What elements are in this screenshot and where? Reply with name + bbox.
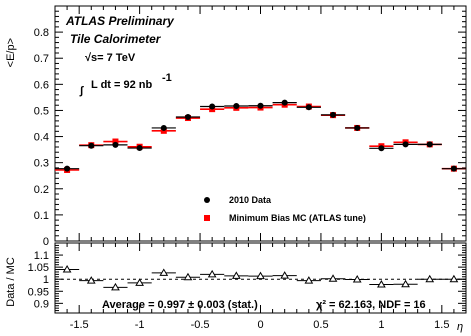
x-tick-label: -1.5 — [70, 319, 89, 331]
data-point — [281, 99, 288, 106]
energy-label: √s= 7 TeV — [85, 52, 136, 64]
chi2-label: χ² = 62.163, NDF = 16 — [316, 299, 426, 311]
ratio-y-tick-label: 1.1 — [34, 250, 49, 262]
ratio-y-tick-label: 0.9 — [34, 298, 49, 310]
legend-mc-label: Minimum Bias MC (ATLAS tune) — [229, 213, 366, 223]
ratio-point — [207, 269, 217, 278]
y-tick-label: 0.8 — [34, 27, 49, 39]
data-point — [233, 103, 240, 110]
lumi-exponent: -1 — [162, 72, 172, 84]
ratio-point — [231, 271, 241, 279]
data-point — [450, 165, 457, 172]
data-point — [305, 104, 312, 111]
data-point — [136, 145, 143, 152]
y-tick-label: 0.5 — [34, 105, 49, 117]
ratio-point — [62, 265, 72, 273]
data-point — [426, 141, 433, 148]
data-point — [402, 141, 409, 148]
legend-mc-marker — [204, 215, 210, 221]
y-tick-label: 0.7 — [34, 53, 49, 65]
data-point — [88, 142, 95, 149]
y-tick-label: 0.1 — [34, 210, 49, 222]
data-point — [257, 102, 264, 109]
ratio-point — [280, 271, 290, 279]
data-point — [64, 165, 71, 172]
ratio-y-tick-label: 0.95 — [28, 286, 49, 298]
ratio-point — [159, 268, 169, 276]
ratio-y-tick-label: 1 — [43, 274, 49, 286]
data-point — [184, 113, 191, 120]
ratio-point — [304, 276, 314, 284]
ratio-point — [401, 279, 410, 288]
mc-point — [112, 138, 119, 145]
ratio-point — [352, 274, 362, 283]
ratio-point — [111, 282, 120, 291]
axes-layer: -1.5 -1 -0.5 0 0.5 1 1.5 0 0.1 0.2 0.3 0.4 0.5 0.6 0.7… — [28, 5, 466, 331]
data-point — [378, 145, 385, 152]
x-tick-label: -0.5 — [191, 319, 210, 331]
y-axis-title: <E/p> — [5, 38, 17, 67]
y-tick-label: 0.6 — [34, 79, 49, 91]
data-point — [209, 103, 216, 110]
x-tick-label: 0.5 — [313, 319, 328, 331]
data-point — [160, 124, 167, 131]
ratio-y-tick-label: 1.05 — [28, 262, 49, 274]
marks-layer — [55, 99, 466, 291]
average-label: Average = 0.997 ± 0.003 (stat.) — [102, 299, 258, 311]
ratio-point — [328, 274, 338, 282]
data-point — [112, 141, 119, 148]
ratio-axis-title: Data / MC — [5, 257, 17, 307]
ratio-point — [449, 274, 459, 283]
atlas-title: ATLAS Preliminary — [65, 14, 175, 28]
ratio-point — [377, 280, 386, 288]
y-tick-label: 0.2 — [34, 184, 49, 196]
x-tick-label: 0 — [257, 319, 263, 331]
legend-data-label: 2010 Data — [229, 195, 272, 205]
x-axis-title: η — [457, 321, 463, 333]
lumi-label: L dt = 92 nb — [91, 79, 153, 91]
data-point — [330, 111, 337, 118]
y-tick-label: 0 — [43, 236, 49, 248]
ratio-point — [425, 274, 435, 283]
ratio-point — [135, 278, 144, 286]
ratio-point — [86, 276, 96, 284]
lumi-integral: ∫ — [79, 85, 84, 97]
x-tick-label: 1 — [378, 319, 384, 331]
ratio-point — [256, 271, 265, 280]
y-tick-label: 0.4 — [34, 132, 49, 144]
x-tick-label: -1 — [135, 319, 145, 331]
data-point — [354, 124, 361, 131]
x-tick-label: 1.5 — [434, 319, 449, 331]
y-tick-label: 0.3 — [34, 158, 49, 170]
legend-data-marker — [204, 197, 210, 203]
ratio-point — [183, 272, 193, 281]
detector-title: Tile Calorimeter — [70, 32, 162, 46]
